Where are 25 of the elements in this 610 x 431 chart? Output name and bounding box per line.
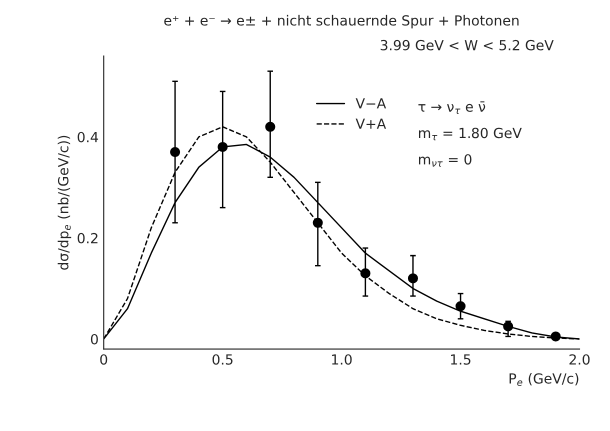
point bbox=[550, 331, 561, 342]
x-tick-label: 0 bbox=[100, 354, 108, 365]
x-tick-label: 1.5 bbox=[451, 354, 470, 365]
point bbox=[265, 122, 276, 132]
y-axis-title: dσ/dp$_{e}$ (nb/(GeV/c)) bbox=[58, 136, 72, 270]
legend-label: V+A bbox=[356, 118, 386, 129]
point bbox=[456, 301, 466, 312]
y-tick-label: 0.4 bbox=[78, 132, 98, 142]
annotation: m$_{ντ}$ = 0 bbox=[418, 154, 472, 167]
legend-label: V−A bbox=[356, 98, 386, 108]
point bbox=[360, 268, 370, 278]
point bbox=[408, 273, 418, 284]
annotation: m$_{τ}$ = 1.80 GeV bbox=[418, 128, 522, 140]
x-tick-label: 1.0 bbox=[332, 354, 352, 365]
point bbox=[312, 218, 323, 228]
point bbox=[218, 142, 228, 152]
x-axis-title: P$_{e}$ (GeV/c) bbox=[510, 372, 578, 386]
chart-title: e⁺ + e⁻ → e± + nicht schauernde Spur + Photonen bbox=[164, 14, 519, 28]
y-tick-label: 0 bbox=[90, 334, 98, 344]
y-tick-label: 0.2 bbox=[78, 232, 98, 244]
x-tick-label: 2.0 bbox=[569, 354, 590, 365]
point bbox=[170, 147, 180, 158]
text: 3.99 GeV < W < 5.2 GeV bbox=[380, 40, 554, 50]
annotation: τ → ν$_{τ}$ e ν̄ bbox=[418, 101, 486, 114]
x-tick-label: 0.5 bbox=[212, 354, 232, 365]
